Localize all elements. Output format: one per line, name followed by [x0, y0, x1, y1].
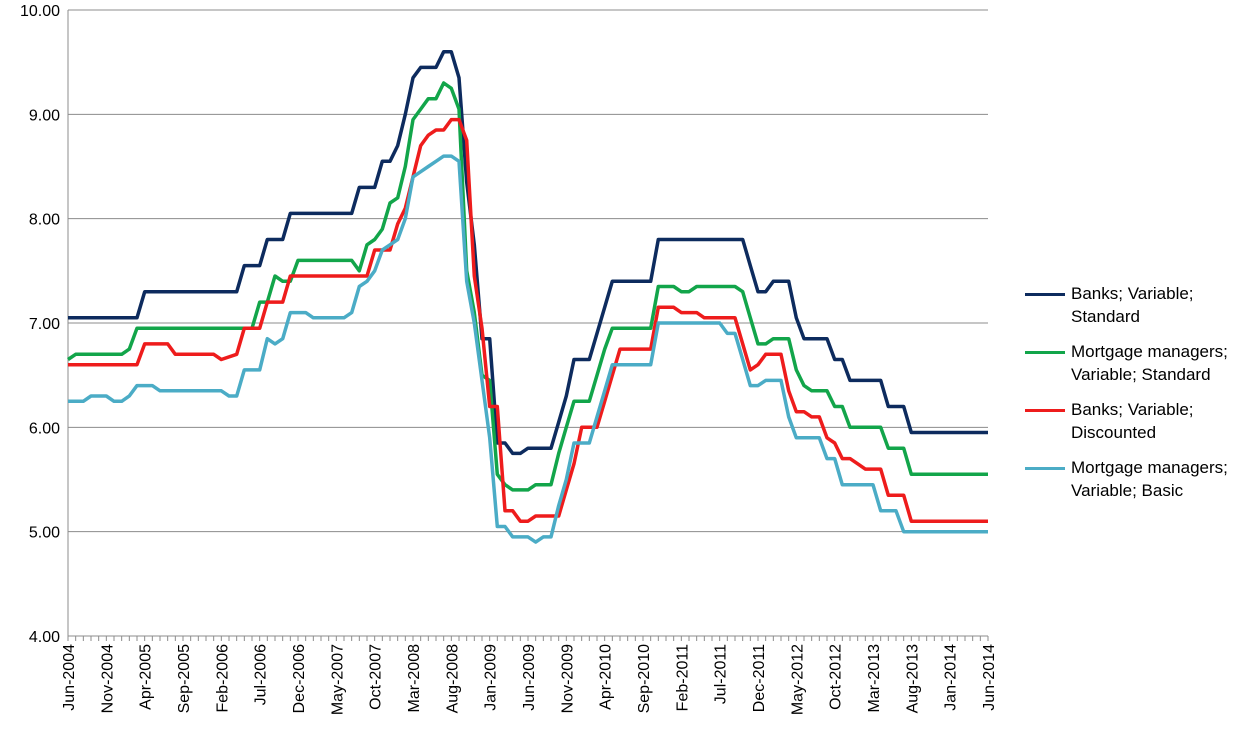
- x-tick-label: Oct-2012: [828, 644, 845, 710]
- y-tick-label: 7.00: [29, 316, 60, 333]
- series-line-banks-variable-discounted: [68, 117, 988, 523]
- y-tick-label: 6.00: [29, 420, 60, 437]
- x-tick-label: Jan-2009: [483, 644, 500, 711]
- x-tick-label: Feb-2006: [214, 644, 231, 713]
- y-tick-label: 4.00: [29, 629, 60, 646]
- x-tick-label: Jul-2011: [713, 644, 730, 704]
- legend: Banks; Variable; Standard Mortgage manag…: [1022, 282, 1256, 514]
- x-tick-label: Jun-2014: [981, 644, 998, 711]
- x-tick-label: Mar-2008: [406, 644, 423, 713]
- x-tick-label: Dec-2011: [751, 644, 768, 712]
- x-tick-label: May-2007: [329, 644, 346, 715]
- legend-swatch: [1025, 467, 1065, 470]
- x-tick-label: Jul-2006: [253, 644, 270, 705]
- legend-item-mortgage-managers-variable-standard: Mortgage managers; Variable; Standard: [1022, 340, 1256, 398]
- x-tick-label: Nov-2004: [99, 644, 116, 713]
- legend-item-mortgage-managers-variable-basic: Mortgage managers; Variable; Basic: [1022, 456, 1256, 514]
- y-tick-label: 8.00: [29, 212, 60, 229]
- y-axis-tick-labels: 4.00 5.00 6.00 7.00 8.00 9.00 10.00: [20, 3, 60, 646]
- x-tick-label: Sep-2010: [636, 644, 653, 713]
- x-tick-label: Apr-2010: [598, 644, 615, 710]
- series-line-mortgage-managers-variable-standard: [67, 81, 988, 492]
- x-tick-label: Oct-2007: [368, 644, 385, 710]
- legend-label: Mortgage managers; Variable; Standard: [1071, 342, 1228, 384]
- x-tick-label: Dec-2006: [291, 644, 308, 713]
- x-tick-label: Mar-2013: [866, 644, 883, 713]
- legend-label: Banks; Variable; Standard: [1071, 284, 1194, 326]
- series-line-mortgage-managers-variable-basic: [68, 154, 988, 544]
- x-tick-label: Apr-2005: [138, 644, 155, 710]
- x-tick-label: May-2012: [789, 644, 806, 715]
- legend-swatch: [1025, 293, 1065, 296]
- legend-label: Mortgage managers; Variable; Basic: [1071, 458, 1228, 500]
- y-tick-label: 5.00: [29, 525, 60, 542]
- y-tick-label: 9.00: [29, 107, 60, 124]
- legend-item-banks-variable-standard: Banks; Variable; Standard: [1022, 282, 1256, 340]
- axes: [67, 10, 989, 641]
- x-tick-label: Feb-2011: [674, 644, 691, 711]
- x-tick-label: Nov-2009: [559, 644, 576, 713]
- x-tick-label: Jun-2004: [61, 644, 78, 711]
- gridlines: [68, 9, 988, 533]
- legend-swatch: [1025, 351, 1065, 354]
- legend-item-banks-variable-discounted: Banks; Variable; Discounted: [1022, 398, 1256, 456]
- series-line-banks-variable-standard: [68, 49, 988, 456]
- x-tick-label: Jun-2009: [521, 644, 538, 711]
- legend-swatch: [1025, 409, 1065, 412]
- series-lines: [67, 49, 988, 544]
- x-tick-label: Aug-2013: [904, 644, 921, 713]
- x-tick-label: Aug-2008: [444, 644, 461, 713]
- y-tick-label: 10.00: [20, 3, 60, 20]
- x-axis-tick-labels: Jun-2004 Nov-2004 Apr-2005 Sep-2005 Feb-2006…: [61, 644, 998, 715]
- x-tick-label: Jan-2014: [943, 644, 960, 711]
- legend-label: Banks; Variable; Discounted: [1071, 400, 1194, 442]
- x-tick-label: Sep-2005: [176, 644, 193, 713]
